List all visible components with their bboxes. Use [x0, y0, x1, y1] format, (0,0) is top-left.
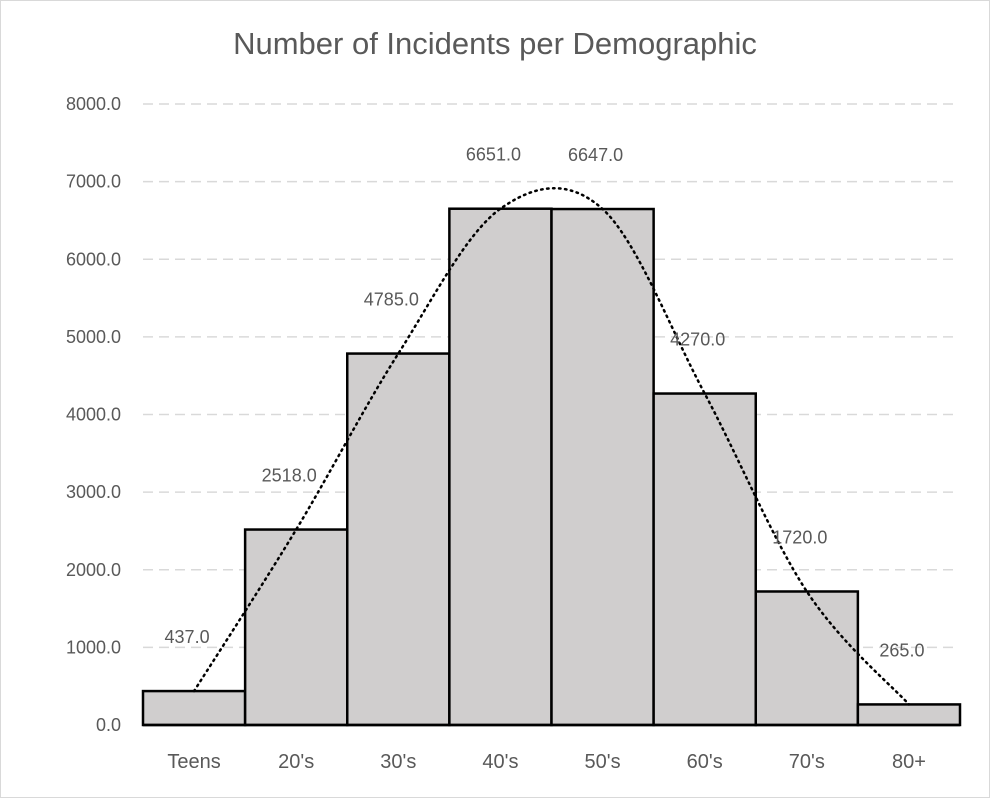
x-tick-label: 50's: [585, 751, 621, 773]
bar: [754, 590, 860, 727]
bar: [550, 207, 655, 727]
data-label: 4270.0: [670, 330, 725, 350]
data-label: 2518.0: [262, 466, 317, 486]
x-axis-ticks: Teens 20's 30's 40's 50's 60's 70's 80+: [167, 751, 926, 773]
data-label: 437.0: [165, 627, 210, 647]
bar: [243, 528, 349, 727]
bar: [448, 207, 553, 727]
y-tick-label: 5000.0: [66, 327, 121, 347]
y-tick-label: 0.0: [96, 715, 121, 735]
x-tick-label: 70's: [789, 751, 825, 773]
data-label: 6647.0: [568, 145, 623, 165]
data-label: 265.0: [879, 640, 924, 660]
x-tick-label: 30's: [380, 751, 416, 773]
chart-title: Number of Incidents per Demographic: [233, 26, 757, 61]
x-tick-label: 20's: [278, 751, 314, 773]
x-tick-label: 60's: [687, 751, 723, 773]
y-tick-label: 3000.0: [66, 482, 121, 502]
x-tick-label: 80+: [892, 751, 926, 773]
y-tick-label: 7000.0: [66, 172, 121, 192]
bar: [346, 352, 451, 727]
x-tick-label: 40's: [482, 751, 518, 773]
bar: [141, 689, 247, 727]
bar: [856, 703, 962, 727]
data-label: 1720.0: [772, 527, 827, 547]
y-tick-label: 4000.0: [66, 405, 121, 425]
x-tick-label: Teens: [167, 751, 220, 773]
y-tick-label: 8000.0: [66, 94, 121, 114]
y-tick-label: 2000.0: [66, 560, 121, 580]
y-tick-label: 6000.0: [66, 249, 121, 269]
bar: [652, 392, 757, 727]
y-axis-ticks: 0.0 1000.0 2000.0 3000.0 4000.0 5000.0 6000.0 7…: [66, 94, 121, 735]
bars: [141, 207, 962, 727]
y-tick-label: 1000.0: [66, 637, 121, 657]
data-label: 4785.0: [364, 290, 419, 310]
data-labels: 437.0 2518.0 4785.0 6651.0 6647.0 4270.0 1720.…: [165, 145, 925, 661]
data-label: 6651.0: [466, 145, 521, 165]
